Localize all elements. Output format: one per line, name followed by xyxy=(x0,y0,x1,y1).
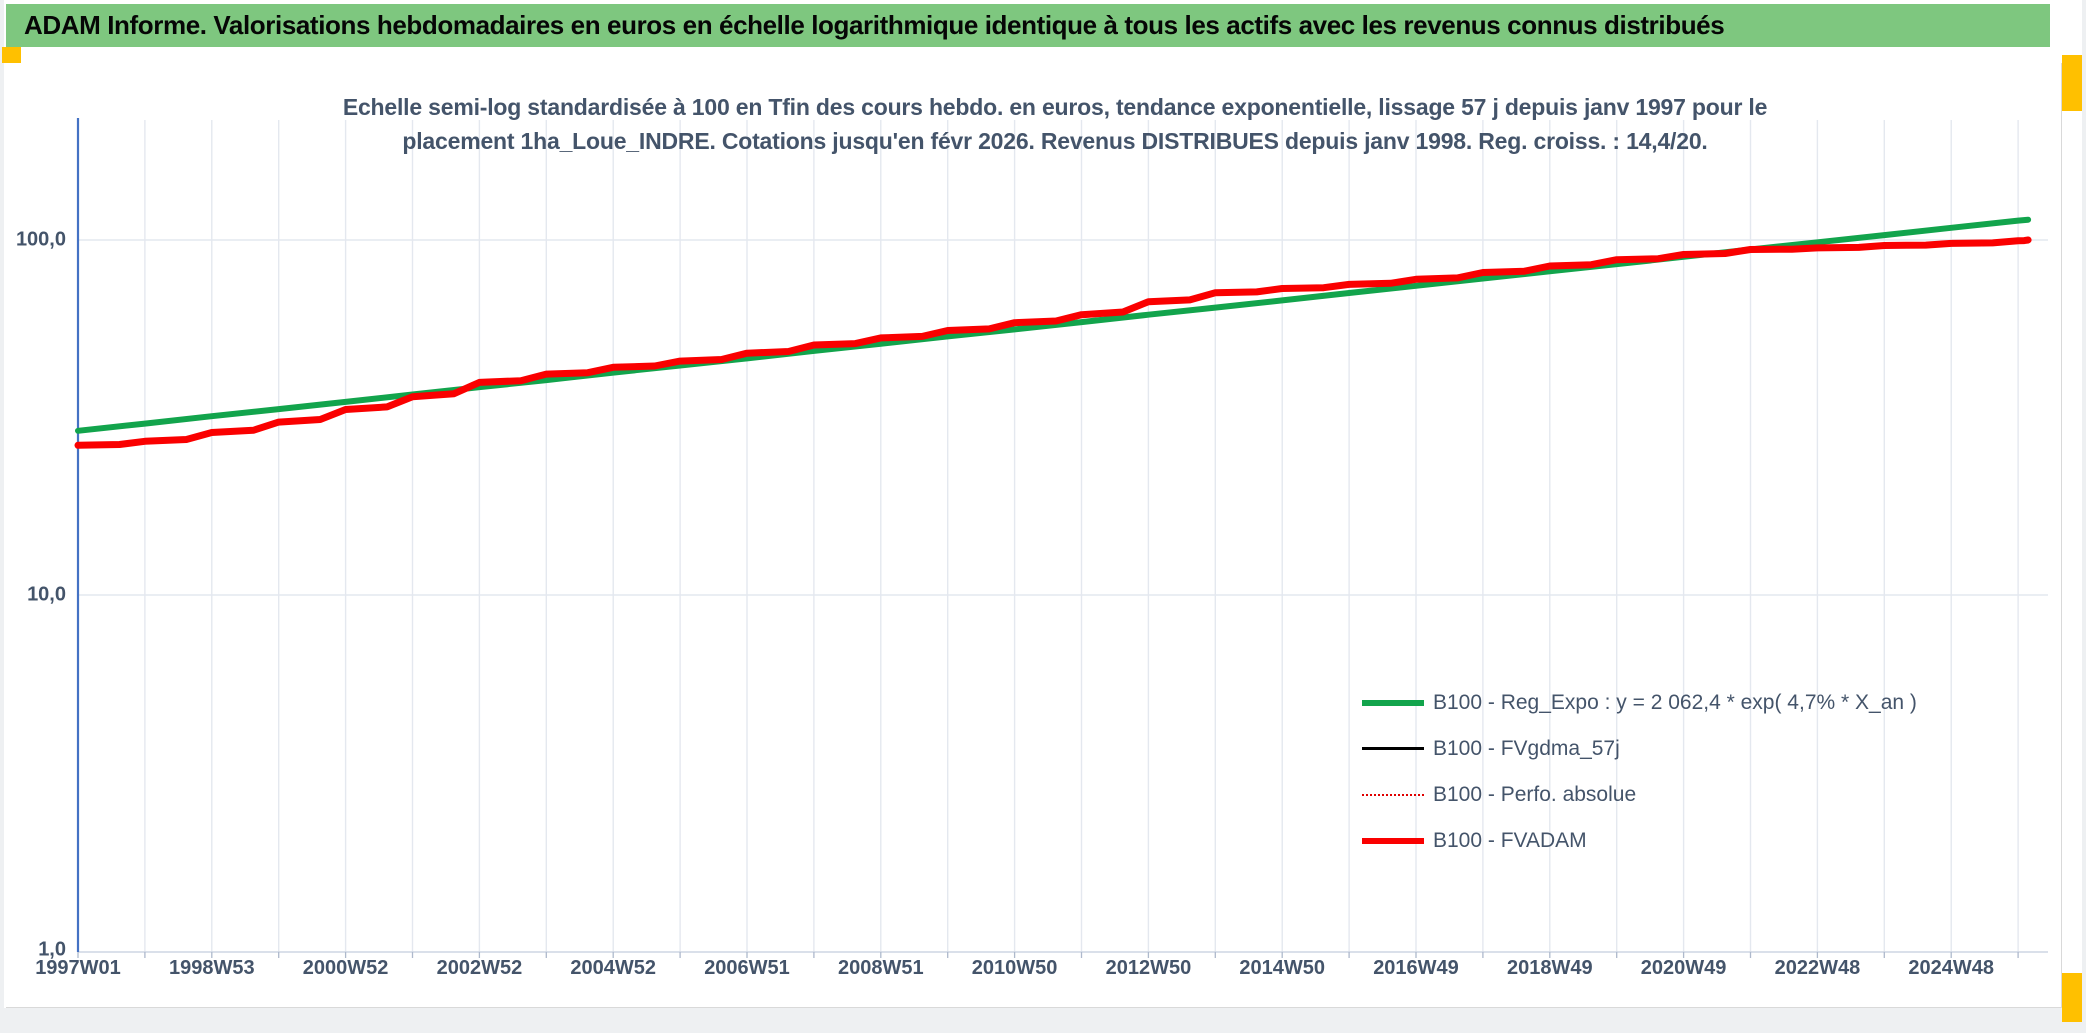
series-lines xyxy=(74,216,2032,449)
legend-item-perfo-absolue: B100 - Perfo. absolue xyxy=(1362,778,1917,811)
legend: B100 - Reg_Expo : y = 2 062,4 * exp( 4,7… xyxy=(1362,686,1917,857)
legend-label: B100 - Perfo. absolue xyxy=(1433,782,1637,806)
x-tick-label: 2006W51 xyxy=(704,957,790,979)
legend-key-line-dotted-red xyxy=(1362,793,1424,796)
axes xyxy=(76,118,2048,958)
legend-item-reg-expo: B100 - Reg_Expo : y = 2 062,4 * exp( 4,7… xyxy=(1362,686,1917,719)
x-tick-label: 2014W50 xyxy=(1239,957,1325,979)
page-edge-bottom xyxy=(0,1008,2086,1033)
y-tick-label: 100,0 xyxy=(16,228,66,250)
y-tick-label: 10,0 xyxy=(27,583,66,605)
y-tick-label: 1,0 xyxy=(38,938,66,960)
legend-key-line-red xyxy=(1362,837,1424,844)
chart-subtitle-line2: placement 1ha_Loue_INDRE. Cotations jusq… xyxy=(402,128,1708,154)
series-line-3 xyxy=(74,236,2032,449)
orange-cell-marker-top-left xyxy=(2,47,21,63)
orange-cell-marker-bottom-right xyxy=(2062,973,2082,1022)
legend-item-fvgdma: B100 - FVgdma_57j xyxy=(1362,732,1917,765)
page-edge-left xyxy=(0,0,4,1033)
page-edge-right xyxy=(2082,0,2086,1033)
x-tick-label: 2022W48 xyxy=(1775,957,1861,979)
x-tick-label: 2002W52 xyxy=(437,957,523,979)
x-tick-label: 2024W48 xyxy=(1908,957,1994,979)
x-tick-label: 2016W49 xyxy=(1373,957,1459,979)
gridlines xyxy=(77,120,2048,952)
legend-key-line-black xyxy=(1362,747,1424,750)
x-tick-label: 2010W50 xyxy=(972,957,1058,979)
report-title-bar: ADAM Informe. Valorisations hebdomadaire… xyxy=(6,4,2050,47)
chart-subtitle: Echelle semi-log standardisée à 100 en T… xyxy=(90,90,2020,158)
series-line-1 xyxy=(76,238,2030,447)
legend-key-line-green xyxy=(1362,699,1424,706)
x-tick-label: 2020W49 xyxy=(1641,957,1727,979)
series-line-2 xyxy=(77,239,2030,447)
x-tick-label: 2008W51 xyxy=(838,957,924,979)
orange-cell-marker-top-right xyxy=(2062,55,2082,111)
x-tick-label: 2000W52 xyxy=(303,957,389,979)
chart-subtitle-line1: Echelle semi-log standardisée à 100 en T… xyxy=(342,94,1768,120)
legend-label: B100 - Reg_Expo : y = 2 062,4 * exp( 4,7… xyxy=(1433,690,1917,714)
legend-label: B100 - FVgdma_57j xyxy=(1433,736,1620,760)
x-tick-label: 1997W01 xyxy=(35,957,121,979)
x-tick-label: 2012W50 xyxy=(1106,957,1192,979)
x-tick-label: 2004W52 xyxy=(570,957,656,979)
x-tick-label: 1998W53 xyxy=(169,957,255,979)
chart-canvas xyxy=(6,63,2062,1008)
x-tick-label: 2018W49 xyxy=(1507,957,1593,979)
legend-label: B100 - FVADAM xyxy=(1433,828,1587,852)
legend-item-fvadam: B100 - FVADAM xyxy=(1362,824,1917,857)
report-title: ADAM Informe. Valorisations hebdomadaire… xyxy=(24,10,1725,40)
